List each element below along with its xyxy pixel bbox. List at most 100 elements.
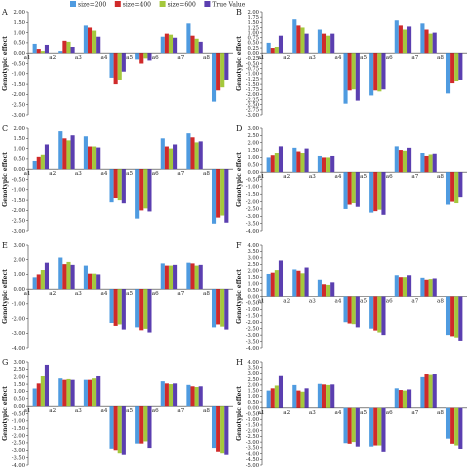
x-category-label: a1	[258, 55, 265, 61]
bar-a8-true-value	[224, 53, 229, 80]
chart-panel-a: A Genotypic effect -3.00 -2.50 -2.00 -1.50 -1.…	[1, 8, 233, 119]
bar-a2-size-200	[58, 378, 63, 407]
legend-swatch	[70, 1, 76, 7]
bar-a8-true-value	[224, 406, 229, 455]
bar-a2-size-400	[62, 138, 67, 170]
bar-a7-size-400	[190, 137, 195, 170]
bar-a7-size-200	[186, 384, 191, 407]
bar-a2-true-value	[304, 148, 309, 173]
x-category-label: a2	[49, 171, 56, 177]
panel-letter: B	[236, 8, 242, 17]
bar-a2-true-value	[70, 47, 75, 54]
bar-a5-size-600	[377, 407, 382, 446]
legend-swatch	[114, 1, 121, 7]
bar-a7-true-value	[432, 153, 437, 173]
y-tick-label: 0.50	[13, 397, 25, 403]
y-tick-label: -3.50	[246, 446, 259, 452]
x-category-label: a6	[152, 291, 159, 297]
y-tick-label: 0.00	[247, 170, 259, 176]
bar-a5-size-600	[377, 53, 382, 92]
bar-a6-size-600	[168, 148, 174, 170]
y-tick-label: -2.25	[246, 97, 259, 103]
y-tick-label: -0.50	[246, 301, 259, 307]
bar-a1-size-400	[36, 383, 41, 407]
bar-a6-true-value	[407, 389, 412, 408]
y-tick-label: 1.25	[247, 25, 259, 31]
bar-a8-true-value	[224, 289, 229, 330]
bar-a6-true-value	[173, 264, 178, 290]
bar-a6-size-200	[160, 138, 165, 170]
bar-a7-size-600	[194, 142, 199, 170]
x-category-label: a5	[126, 291, 133, 297]
bar-a5-size-200	[369, 296, 374, 329]
bar-a2-size-200	[58, 131, 63, 170]
bar-a2-size-200	[292, 147, 297, 173]
bar-a3-true-value	[330, 33, 335, 54]
bar-a3-size-400	[87, 273, 93, 290]
bar-a4-size-400	[113, 406, 118, 451]
x-category-label: a6	[386, 174, 393, 180]
y-tick-label: 1.00	[247, 30, 259, 36]
bar-a2-size-200	[292, 269, 297, 297]
x-category-label: a1	[24, 55, 31, 61]
x-category-label: a6	[386, 55, 393, 61]
y-tick-label: 1.00	[13, 30, 25, 36]
x-category-label: a5	[360, 299, 367, 305]
x-category-label: a6	[386, 410, 393, 416]
bar-a5-size-400	[139, 289, 144, 331]
bar-a5-size-400	[373, 172, 378, 212]
y-tick-label: 0.00	[247, 51, 259, 57]
bar-a3-true-value	[330, 384, 335, 408]
x-category-label: a1	[258, 174, 265, 180]
y-tick-label: -0.25	[246, 56, 259, 62]
y-tick-label: -3.50	[246, 221, 259, 227]
x-category-label: a2	[283, 174, 290, 180]
bar-a1-true-value	[278, 146, 284, 173]
bar-a5-size-200	[369, 53, 374, 96]
bar-a3-size-200	[317, 29, 322, 54]
bar-a6-size-600	[402, 390, 408, 408]
x-category-label: a2	[283, 299, 290, 305]
bar-a8-size-200	[211, 53, 217, 102]
bar-a1-size-400	[36, 274, 41, 290]
bar-a1-size-400	[36, 49, 41, 54]
x-category-label: a1	[258, 410, 265, 416]
y-tick-label: 2.50	[13, 367, 25, 373]
bar-a2-size-400	[296, 390, 301, 408]
bar-a8-size-400	[450, 296, 455, 337]
x-category-label: a7	[177, 408, 184, 414]
bar-a3-size-600	[326, 157, 331, 173]
y-tick-label: -1.00	[246, 185, 259, 191]
bar-a5-size-600	[377, 296, 382, 333]
y-tick-label: -1.00	[246, 72, 259, 78]
bar-a6-size-200	[160, 263, 165, 290]
x-category-label: a3	[309, 174, 316, 180]
legend-entry: size=400	[123, 2, 151, 9]
bar-a5-size-600	[143, 169, 148, 209]
x-category-label: a3	[309, 410, 316, 416]
bar-a5-size-200	[135, 169, 140, 219]
chart-panel-g: G Genotypic effect -4.00 -3.50-3.00-2.50 -2.…	[2, 358, 233, 469]
bar-a1-size-400	[36, 156, 41, 170]
bar-a2-true-value	[70, 264, 75, 290]
bar-a3-size-400	[321, 33, 327, 54]
bar-a2-true-value	[304, 33, 309, 54]
y-tick-label: -2.50	[12, 219, 25, 225]
y-tick-label: -3.00	[12, 229, 25, 235]
bar-a3-size-600	[326, 384, 331, 408]
x-category-label: a6	[152, 55, 159, 61]
bar-a1-size-600	[40, 154, 45, 170]
y-tick-label: -4.00	[246, 346, 259, 352]
bar-a8-size-600	[220, 289, 225, 327]
bar-a3-size-400	[321, 384, 327, 408]
y-tick-label: -4.00	[246, 451, 259, 457]
bar-a7-size-200	[420, 277, 425, 297]
y-tick-label: 2.00	[13, 375, 25, 381]
y-tick-label: 1.00	[13, 389, 25, 395]
y-tick-label: -1.00	[12, 188, 25, 194]
bar-a5-size-200	[369, 172, 374, 213]
y-tick-label: 1.00	[13, 146, 25, 152]
y-tick-label: -4.00	[12, 346, 25, 352]
x-category-label: a8	[203, 55, 210, 61]
bar-a6-size-400	[164, 265, 169, 290]
